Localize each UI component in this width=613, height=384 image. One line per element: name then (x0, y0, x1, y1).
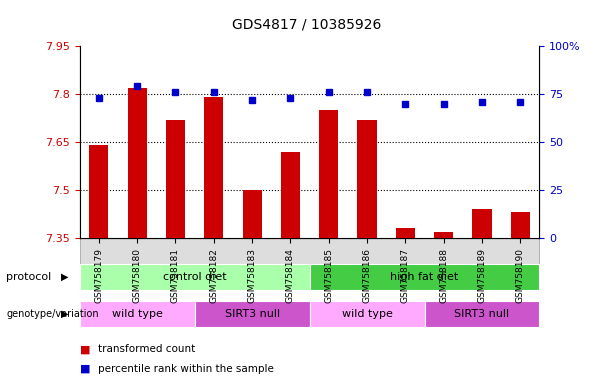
Bar (243, 190, 262, 238)
Text: protocol: protocol (6, 272, 51, 282)
Text: ▶: ▶ (61, 272, 68, 282)
Text: transformed count: transformed count (98, 344, 196, 354)
Text: wild type: wild type (341, 309, 392, 319)
FancyBboxPatch shape (80, 301, 195, 327)
Bar (434, 232, 453, 238)
FancyBboxPatch shape (310, 301, 424, 327)
FancyBboxPatch shape (424, 301, 539, 327)
Bar (128, 88, 147, 238)
FancyBboxPatch shape (80, 264, 310, 290)
Text: SIRT3 null: SIRT3 null (454, 309, 509, 319)
Bar (396, 228, 415, 238)
Bar (89, 145, 109, 238)
FancyBboxPatch shape (80, 238, 539, 264)
Bar (166, 120, 185, 238)
Text: wild type: wild type (112, 309, 162, 319)
Text: SIRT3 null: SIRT3 null (224, 309, 280, 319)
Text: ■: ■ (80, 344, 90, 354)
Bar (319, 110, 338, 238)
Bar (473, 209, 492, 238)
Text: ▶: ▶ (61, 309, 68, 319)
Bar (281, 152, 300, 238)
Bar (357, 120, 376, 238)
Text: control diet: control diet (163, 272, 226, 282)
Text: ■: ■ (80, 364, 90, 374)
Text: percentile rank within the sample: percentile rank within the sample (98, 364, 274, 374)
Text: genotype/variation: genotype/variation (6, 309, 99, 319)
FancyBboxPatch shape (195, 301, 310, 327)
Text: GDS4817 / 10385926: GDS4817 / 10385926 (232, 17, 381, 31)
Text: high fat diet: high fat diet (390, 272, 459, 282)
Bar (511, 212, 530, 238)
FancyBboxPatch shape (310, 264, 539, 290)
Bar (204, 97, 223, 238)
